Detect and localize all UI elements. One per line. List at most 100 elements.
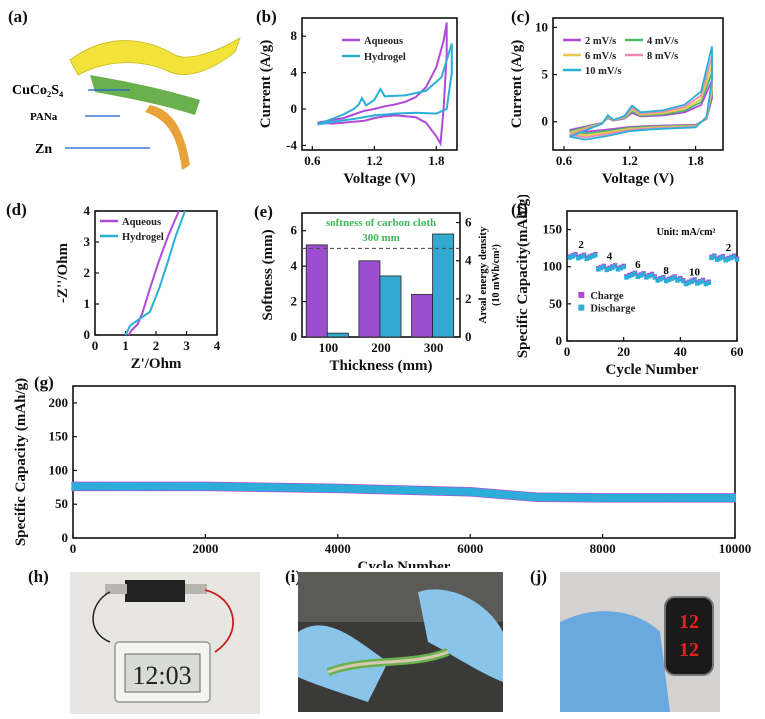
legend-label: Charge: [590, 291, 624, 302]
discharge-point: [202, 482, 206, 491]
discharge-point: [621, 264, 626, 270]
plot-frame: [552, 17, 724, 151]
discharge-point: [542, 493, 546, 502]
plot-frame: [566, 210, 738, 342]
discharge-point: [506, 490, 510, 499]
discharge-point: [297, 483, 302, 492]
discharge-point: [638, 273, 643, 278]
discharge-point: [166, 482, 170, 491]
legend-label: Hydrogel: [364, 52, 406, 63]
panel-label-h: (h): [28, 567, 49, 586]
x-tick-label: 1.2: [366, 153, 382, 168]
discharge-point: [578, 254, 584, 260]
x-axis-label: Thickness (mm): [330, 358, 433, 374]
panel-label-e: (e): [254, 202, 273, 221]
discharge-point: [413, 486, 418, 495]
discharge-point: [702, 493, 707, 502]
discharge-point: [428, 486, 433, 495]
y-axis-label: -Z''/Ohm: [55, 242, 71, 303]
rate-label: 10: [689, 267, 701, 279]
discharge-point: [348, 484, 352, 493]
discharge-point: [98, 482, 102, 491]
discharge-point: [615, 267, 621, 272]
y-axis-label: Specific Capacity(mAh/g): [515, 195, 531, 358]
discharge-point: [372, 485, 376, 494]
discharge-point: [601, 493, 605, 502]
discharge-point: [339, 484, 343, 493]
discharge-point: [95, 482, 99, 491]
y-tick-label: 10: [535, 19, 548, 34]
x-tick-label: 2000: [192, 541, 218, 556]
cucos-layer: [69, 37, 241, 76]
discharge-point: [107, 482, 111, 491]
discharge-point: [285, 483, 290, 492]
y-tick-label: 150: [49, 429, 69, 444]
discharge-point: [590, 254, 595, 259]
x-tick-label: 0: [70, 541, 77, 556]
discharge-point: [241, 482, 245, 492]
discharge-point: [729, 493, 733, 502]
y-tick-label: 3: [84, 234, 91, 249]
discharge-point: [705, 493, 710, 502]
panel-label-i: (i): [285, 567, 301, 586]
photo-i-bending-battery: [298, 572, 503, 712]
discharge-point: [494, 489, 498, 498]
x-tick-label: 100: [319, 340, 339, 355]
legend-label: Hydrogel: [122, 232, 164, 243]
panel-label-j: (j): [530, 567, 547, 586]
rate-label: 2: [578, 239, 584, 251]
discharge-point: [612, 264, 618, 269]
discharge-point: [556, 493, 561, 502]
x-tick-label: 6000: [457, 541, 483, 556]
discharge-point: [142, 482, 147, 491]
annotation-softness: softness of carbon cloth: [326, 217, 436, 229]
discharge-point: [568, 493, 573, 502]
discharge-point: [116, 482, 120, 491]
discharge-point: [581, 253, 587, 259]
x-tick-label: 4: [214, 338, 221, 353]
discharge-point: [265, 483, 269, 492]
discharge-point: [190, 482, 194, 491]
discharge-point: [610, 493, 614, 502]
layer-label: CuCo₂S₄: [12, 83, 64, 98]
y-axis-label: Current (A/g): [258, 40, 274, 128]
panel-labels-photos: (h) (i) (j): [28, 567, 547, 586]
discharge-point: [618, 266, 624, 271]
discharge-point: [530, 492, 534, 501]
discharge-point: [601, 264, 607, 270]
discharge-point: [641, 272, 646, 277]
plot-frame: [301, 17, 458, 151]
discharge-point: [461, 487, 465, 496]
x-tick-label: 3: [183, 338, 190, 353]
discharge-point: [71, 482, 75, 491]
y-tick-label: 4: [291, 258, 298, 273]
discharge-point: [616, 493, 620, 502]
discharge-point: [509, 491, 513, 500]
discharge-point: [688, 493, 692, 502]
discharge-point: [470, 487, 474, 497]
discharge-point: [571, 493, 576, 502]
x-tick-label: 8000: [590, 541, 616, 556]
y-tick-label: 4: [84, 203, 91, 218]
discharge-point: [683, 281, 689, 287]
x-tick-label: 10000: [719, 541, 752, 556]
discharge-point: [503, 490, 507, 499]
discharge-point: [697, 280, 703, 285]
discharge-point: [279, 483, 284, 492]
discharge-point: [692, 278, 697, 283]
discharge-point: [163, 482, 167, 491]
discharge-point: [658, 493, 662, 502]
discharge-point: [220, 482, 224, 491]
discharge-point: [187, 482, 191, 491]
discharge-point: [306, 483, 310, 493]
y-tick-label: 1: [84, 296, 91, 311]
legend-label: 10 mV/s: [585, 66, 621, 77]
discharge-point: [217, 482, 221, 491]
x-tick-label: 60: [731, 344, 744, 359]
discharge-point: [584, 256, 590, 262]
discharge-point: [686, 280, 692, 286]
discharge-point: [157, 482, 161, 491]
layer-label: PANa: [30, 111, 58, 123]
legend-label: 4 mV/s: [647, 36, 678, 47]
y-tick-label: 100: [543, 259, 563, 274]
